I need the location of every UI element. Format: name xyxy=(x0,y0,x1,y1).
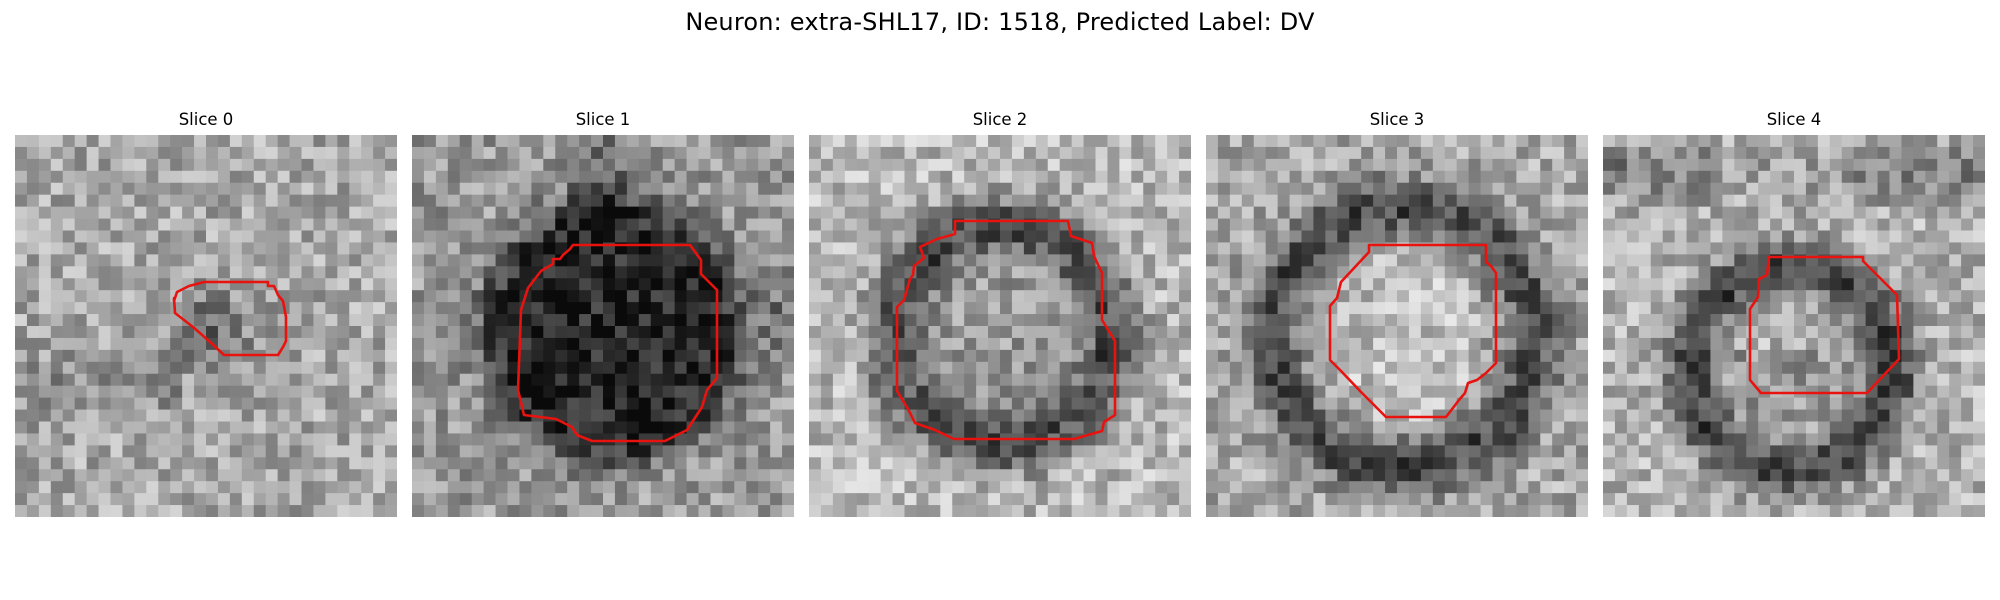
segmentation-contour xyxy=(1328,243,1498,419)
slice-label-4: Slice 4 xyxy=(1766,110,1822,129)
slice-image-2 xyxy=(809,135,1191,517)
slice-label-2: Slice 2 xyxy=(972,110,1028,129)
segmentation-contour xyxy=(1748,255,1901,395)
pixel-grid xyxy=(1206,135,1588,517)
slice-panel-2: Slice 2 xyxy=(809,110,1191,520)
segmentation-contour xyxy=(172,280,288,357)
slice-label-1: Slice 1 xyxy=(575,110,631,129)
pixel-grid xyxy=(809,135,1191,517)
slice-label-3: Slice 3 xyxy=(1369,110,1425,129)
segmentation-contour xyxy=(895,219,1117,441)
slice-label-0: Slice 0 xyxy=(178,110,234,129)
slice-image-3 xyxy=(1206,135,1588,517)
pixel-grid xyxy=(15,135,397,517)
figure-title: Neuron: extra-SHL17, ID: 1518, Predicted… xyxy=(685,8,1315,36)
pixel-grid xyxy=(1603,135,1985,517)
slice-panel-3: Slice 3 xyxy=(1206,110,1588,520)
pixel-grid xyxy=(412,135,794,517)
segmentation-contour xyxy=(516,243,719,443)
slice-panel-0: Slice 0 xyxy=(15,110,397,520)
slice-image-4 xyxy=(1603,135,1985,517)
slice-image-1 xyxy=(412,135,794,517)
slice-panel-4: Slice 4 xyxy=(1603,110,1985,520)
slice-image-0 xyxy=(15,135,397,517)
slice-panel-1: Slice 1 xyxy=(412,110,794,520)
